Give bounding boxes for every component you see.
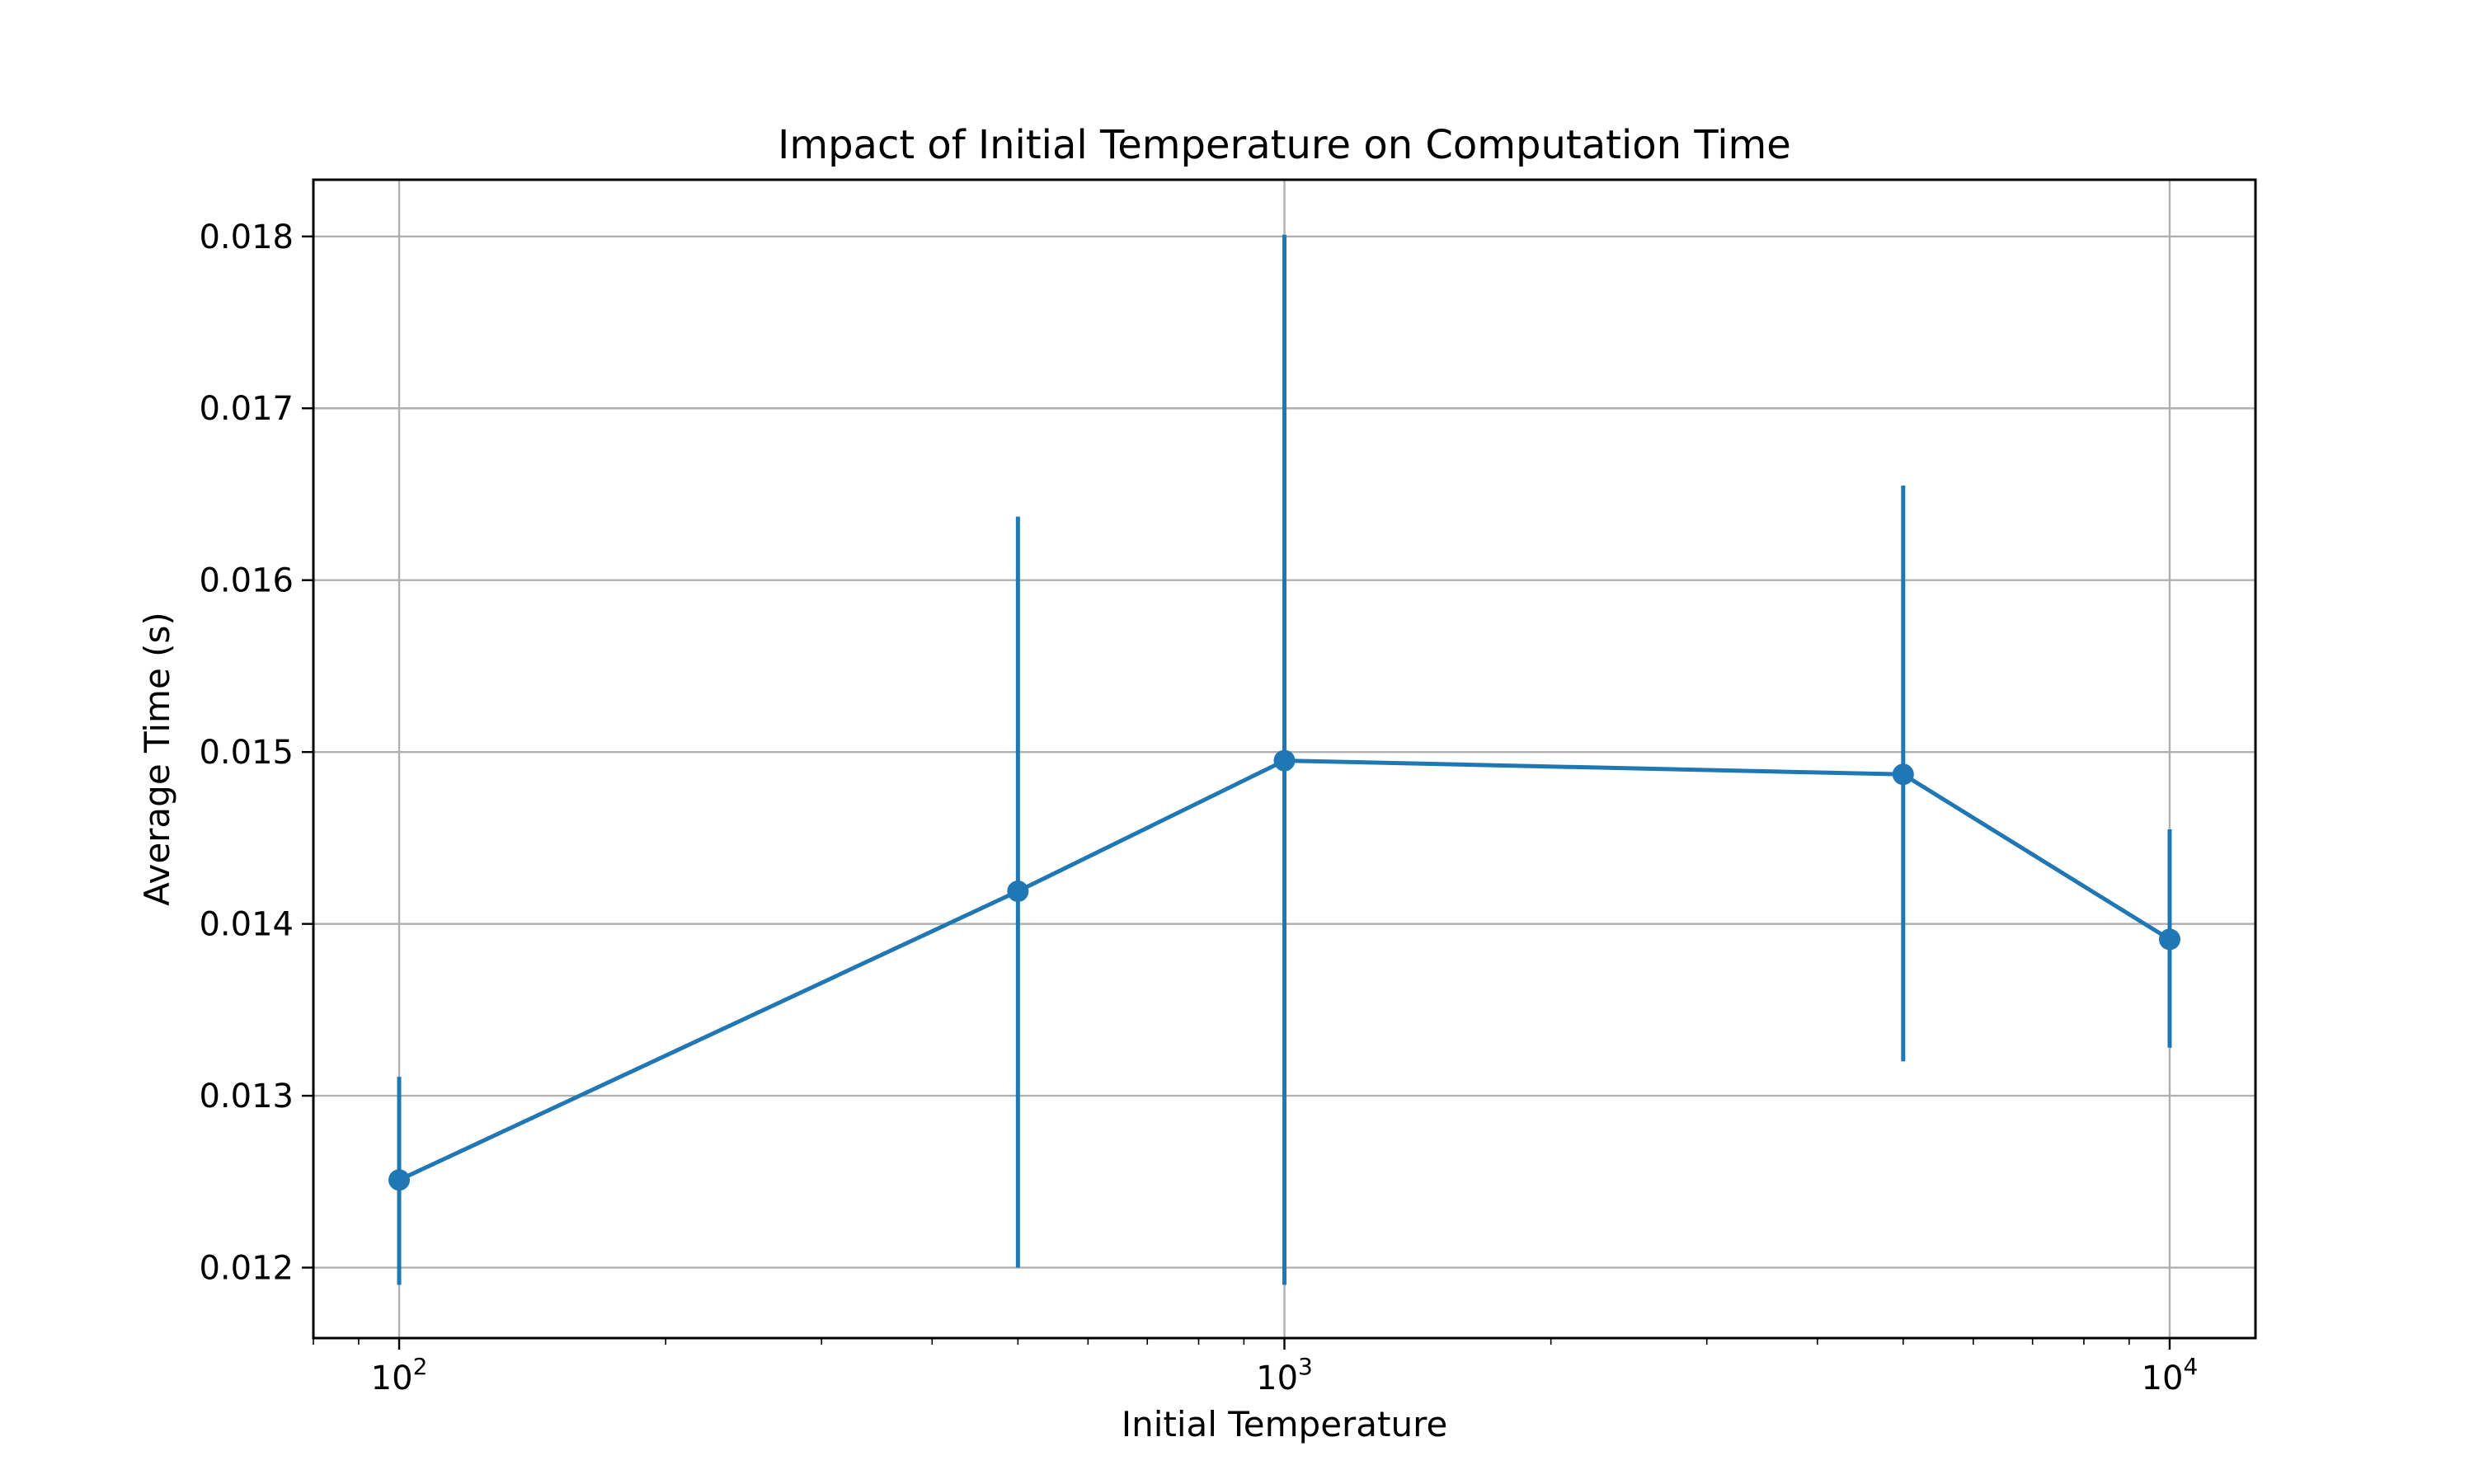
x-tick-label: 103 (1256, 1353, 1313, 1397)
chart-title: Impact of Initial Temperature on Computa… (778, 122, 1791, 168)
x-axis-label: Initial Temperature (1122, 1404, 1448, 1444)
y-axis-label: Average Time (s) (137, 612, 177, 906)
y-tick-label: 0.017 (199, 390, 294, 428)
y-tick-label: 0.014 (199, 906, 294, 944)
y-tick-label: 0.013 (199, 1078, 294, 1115)
data-point (1007, 881, 1029, 903)
data-point (388, 1169, 411, 1191)
data-point (2158, 928, 2180, 951)
x-tick-label: 104 (2142, 1353, 2199, 1397)
y-tick-label: 0.016 (199, 562, 294, 600)
data-point (1273, 749, 1296, 772)
y-tick-label: 0.015 (199, 734, 294, 772)
data-point (1892, 763, 1914, 786)
data-series (388, 234, 2180, 1285)
x-tick-label: 102 (371, 1353, 428, 1397)
y-tick-label: 0.012 (199, 1250, 294, 1288)
axis-ticks: 0.012 0.013 0.014 0.015 0.016 0.017 0.018 102 10… (199, 218, 2198, 1397)
y-tick-label: 0.018 (199, 218, 294, 256)
